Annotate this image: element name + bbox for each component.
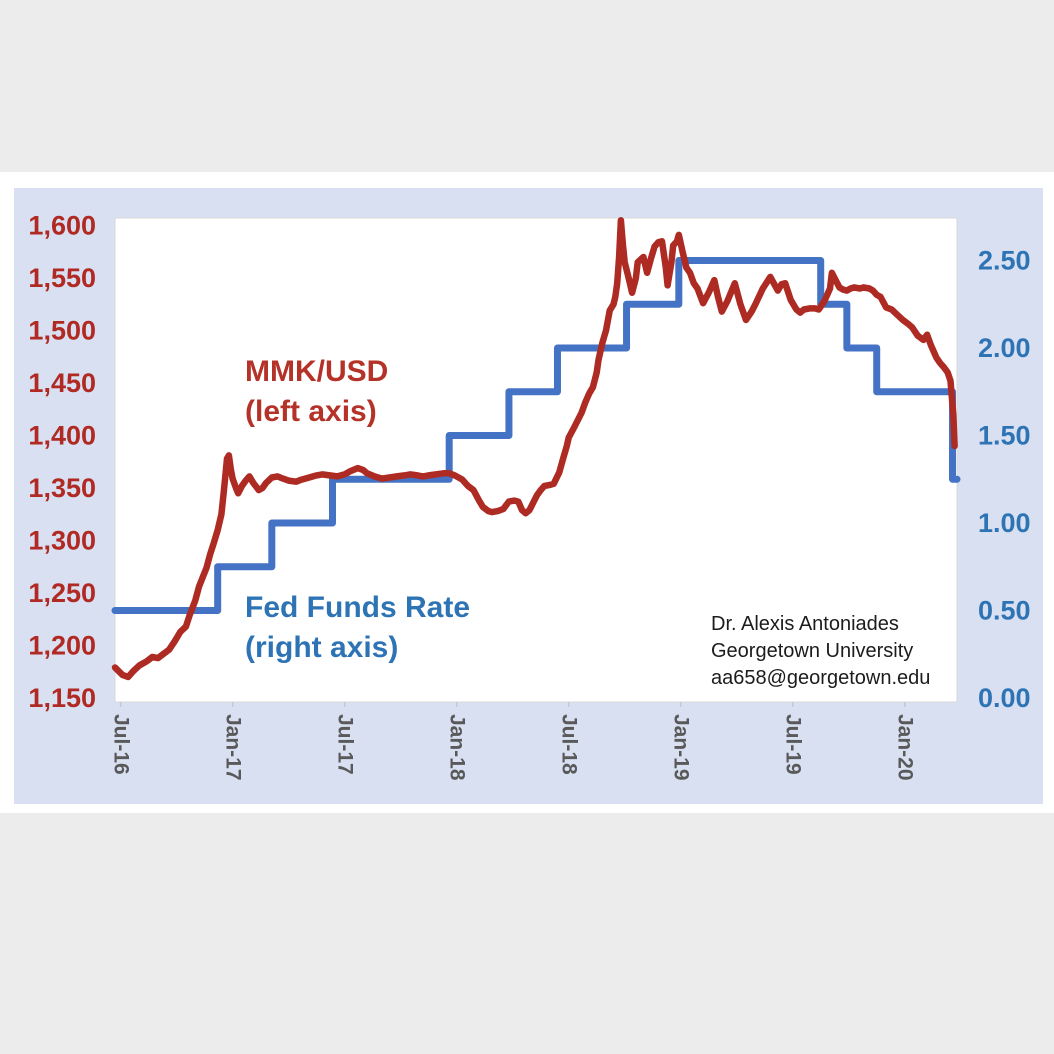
plot-area <box>114 217 958 703</box>
fed-funds-series-label: Fed Funds Rate (right axis) <box>245 588 470 668</box>
right-axis-tick-label: 0.00 <box>978 683 1031 713</box>
left-axis-tick-label: 1,500 <box>28 316 96 346</box>
bottom-background-band <box>0 813 1054 1054</box>
mmk-usd-series-label: MMK/USD (left axis) <box>245 352 388 432</box>
x-tick-label: Jan-18 <box>446 714 469 781</box>
left-axis-tick-label: 1,400 <box>28 421 96 451</box>
x-tick-label: Jan-17 <box>222 714 245 781</box>
fed-funds-series-label-line1: Fed Funds Rate <box>245 591 471 624</box>
right-axis: 0.00 0.50 1.00 1.50 2.00 2.50 <box>978 246 1031 714</box>
author-affiliation: Georgetown University <box>711 640 914 662</box>
left-axis-tick-label: 1,350 <box>28 473 96 503</box>
fed-funds-series-label-line2: (right axis) <box>245 631 399 664</box>
author-annotation: Dr. Alexis Antoniades Georgetown Univers… <box>711 611 930 692</box>
left-axis-tick-label: 1,150 <box>28 683 96 713</box>
left-axis-tick-label: 1,200 <box>28 631 96 661</box>
x-tick-label: Jan-20 <box>894 714 917 781</box>
series-mmk-usd <box>111 217 958 681</box>
mmk-usd-series-label-line1: MMK/USD <box>245 355 389 388</box>
x-tick-label: Jul-19 <box>782 714 805 775</box>
x-tick-label: Jul-16 <box>110 714 133 775</box>
left-axis-tick-label: 1,300 <box>28 526 96 556</box>
right-axis-tick-label: 2.50 <box>978 246 1031 276</box>
left-axis-tick-label: 1,450 <box>28 368 96 398</box>
right-axis-tick-label: 0.50 <box>978 596 1031 626</box>
right-axis-tick-label: 1.50 <box>978 421 1031 451</box>
x-axis: Jul-16 Jan-17 Jul-17 Jan-18 Jul-18 Jan-19 Jul-… <box>110 702 917 781</box>
left-axis: 1,150 1,200 1,250 1,300 1,350 1,400 1,450 1,500… <box>28 211 96 714</box>
author-email: aa658@georgetown.edu <box>711 667 931 689</box>
right-axis-tick-label: 1.00 <box>978 508 1031 538</box>
right-axis-tick-label: 2.00 <box>978 333 1031 363</box>
top-background-band <box>0 0 1054 172</box>
mmk-usd-series-label-line2: (left axis) <box>245 395 377 428</box>
left-axis-tick-label: 1,600 <box>28 211 96 241</box>
series-fed-funds-rate <box>111 257 961 614</box>
author-name: Dr. Alexis Antoniades <box>711 613 899 635</box>
left-axis-tick-label: 1,550 <box>28 263 96 293</box>
left-axis-tick-label: 1,250 <box>28 578 96 608</box>
x-tick-label: Jan-19 <box>670 714 693 781</box>
x-tick-label: Jul-18 <box>558 714 581 775</box>
x-tick-label: Jul-17 <box>334 714 357 775</box>
